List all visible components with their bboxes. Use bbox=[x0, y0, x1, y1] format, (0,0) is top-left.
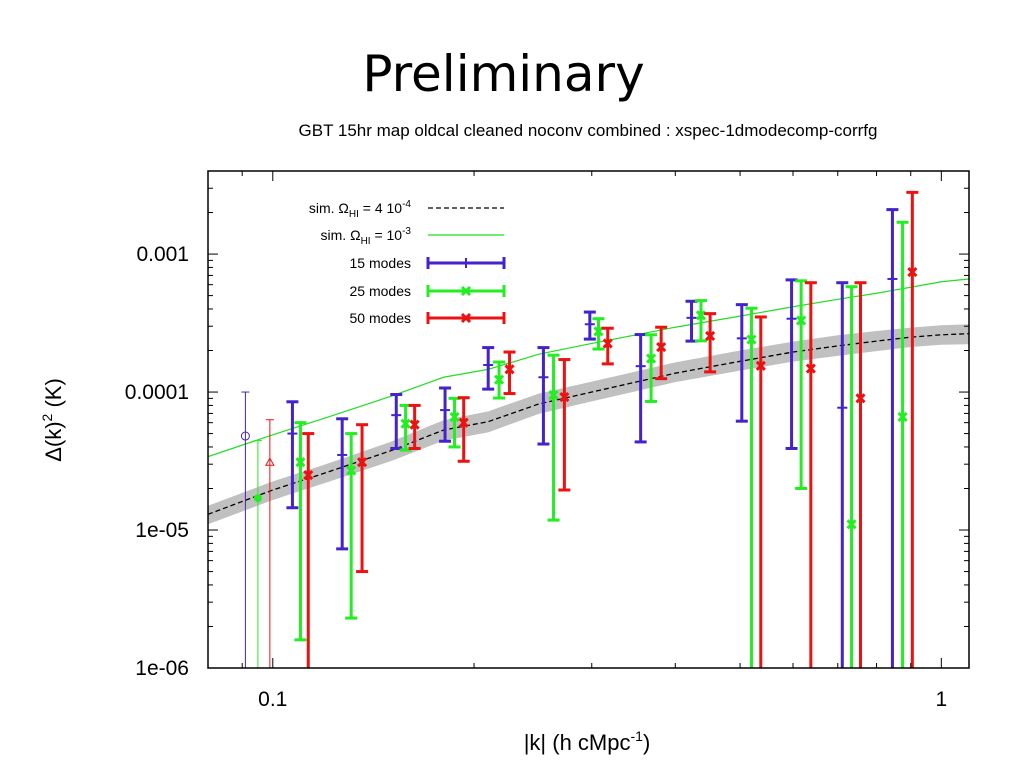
x-tick-label-1: 0.1 bbox=[258, 688, 287, 711]
series-2-point-3-marker bbox=[400, 418, 411, 429]
series-2-point-1-marker-stroke-b bbox=[295, 457, 306, 468]
data-points bbox=[240, 190, 919, 668]
axis-ticks: 0.001 0.0001 1e-05 1e-06 0.1 1 bbox=[125, 170, 969, 711]
series-3-point-10-marker bbox=[755, 360, 766, 371]
model-band bbox=[208, 324, 969, 525]
series-3-point-9-marker bbox=[705, 330, 716, 342]
series-2-point-1-marker bbox=[295, 457, 306, 468]
special-point-3-marker bbox=[265, 457, 275, 466]
series-2-point-2-marker bbox=[346, 465, 357, 476]
series-2-point-4-marker-stroke-b bbox=[449, 411, 460, 423]
sim-band bbox=[208, 324, 969, 525]
legend-entry-3-label: 15 modes bbox=[350, 255, 411, 271]
series-2-point-6-marker-stroke-b bbox=[548, 390, 559, 401]
series-3-point-3-marker bbox=[409, 419, 420, 430]
series-2-point-13-marker bbox=[897, 411, 908, 423]
y-tick-label-4: 1e-06 bbox=[135, 657, 189, 680]
special-point-1-marker bbox=[240, 431, 250, 441]
y-tick-label-2: 0.0001 bbox=[125, 381, 189, 404]
series-3-point-13-marker-stroke-b bbox=[907, 267, 918, 278]
legend-entry-2-label: sim. ΩHI = 10-3 bbox=[321, 226, 412, 247]
series-3-point-8-marker bbox=[656, 341, 667, 353]
series-2-point-8-marker-stroke-b bbox=[646, 353, 657, 364]
special-point-2-marker bbox=[253, 494, 262, 503]
series-2-point-8-marker bbox=[646, 353, 657, 364]
series-2-point-5-marker-stroke-b bbox=[493, 374, 505, 385]
series-3-point-5-marker bbox=[504, 364, 515, 375]
series-3-point-1-marker-stroke-b bbox=[303, 470, 314, 481]
series-2-point-10-marker bbox=[746, 334, 757, 345]
series-3-point-2-marker-stroke-b bbox=[357, 457, 368, 468]
series-2-point-9-marker bbox=[695, 310, 707, 321]
series-3-point-12-marker-stroke-b bbox=[855, 393, 866, 404]
series-3-point-10-marker-stroke-b bbox=[755, 360, 766, 371]
series-3-point-7-marker-stroke-b bbox=[602, 338, 613, 349]
y-axis-label: Δ(k)2 (K) bbox=[39, 378, 66, 462]
series-3-point-12-marker bbox=[855, 393, 866, 404]
slide-title: Preliminary bbox=[362, 45, 645, 103]
series-3-point-13-marker bbox=[907, 267, 918, 278]
series-3-point-4-marker bbox=[458, 417, 469, 428]
series-3-point-8-marker-stroke-b bbox=[656, 341, 667, 353]
plot-title: GBT 15hr map oldcal cleaned noconv combi… bbox=[299, 121, 878, 140]
series-3-point-11-marker-stroke-b bbox=[805, 363, 816, 374]
series-2-point-10-marker-stroke-b bbox=[746, 334, 757, 345]
legend-entry-5-label: 50 modes bbox=[350, 310, 411, 326]
series-2-point-2-marker-stroke-b bbox=[346, 465, 357, 476]
series-3-point-2-marker bbox=[357, 457, 368, 468]
series-2-point-6-marker bbox=[548, 390, 559, 401]
series-3-point-1-marker bbox=[303, 470, 314, 481]
series-3-point-6-marker bbox=[559, 391, 570, 403]
y-tick-label-1: 0.001 bbox=[136, 243, 189, 266]
series-3-point-9-marker-stroke-b bbox=[705, 330, 716, 342]
legend-entry-4-marker-b bbox=[460, 285, 472, 297]
series-3-point-11-marker bbox=[805, 363, 816, 374]
x-axis-label: |k| (h cMpc-1) bbox=[524, 728, 651, 755]
legend-entry-1-label: sim. ΩHI = 4 10-4 bbox=[309, 199, 412, 220]
sim-curve-4e-4 bbox=[208, 332, 969, 515]
series-2-point-3-marker-stroke-b bbox=[400, 418, 411, 429]
series-2-point-7-marker bbox=[593, 326, 604, 337]
series-3-point-7-marker bbox=[602, 338, 613, 349]
legend-entry-5-marker-b bbox=[460, 312, 472, 324]
series-2-point-5-marker bbox=[493, 374, 505, 385]
x-tick-label-2: 1 bbox=[935, 688, 947, 711]
series-2-point-4-marker bbox=[449, 411, 460, 423]
legend: sim. ΩHI = 4 10-4 sim. ΩHI = 10-3 15 modes… bbox=[309, 199, 506, 326]
series-2-point-11-marker-stroke-b bbox=[796, 315, 807, 326]
series-2-point-7-marker-stroke-b bbox=[593, 326, 604, 337]
plot-frame bbox=[207, 170, 970, 669]
series-2-point-9-marker-stroke-b bbox=[695, 310, 707, 321]
series-2-point-13-marker-stroke-b bbox=[897, 411, 908, 423]
series-2-point-12-marker bbox=[846, 519, 857, 530]
y-tick-label-3: 1e-05 bbox=[135, 519, 189, 542]
series-3-point-5-marker-stroke-b bbox=[504, 364, 515, 375]
series-3-point-4-marker-stroke-b bbox=[458, 417, 469, 428]
sim-curve-1e-3 bbox=[208, 278, 969, 458]
series-3-point-6-marker-stroke-b bbox=[559, 391, 570, 403]
series-3-point-3-marker-stroke-b bbox=[409, 419, 420, 430]
series-2-point-11-marker bbox=[796, 315, 807, 326]
series-2-point-12-marker-stroke-b bbox=[846, 519, 857, 530]
legend-entry-4-label: 25 modes bbox=[350, 283, 411, 299]
